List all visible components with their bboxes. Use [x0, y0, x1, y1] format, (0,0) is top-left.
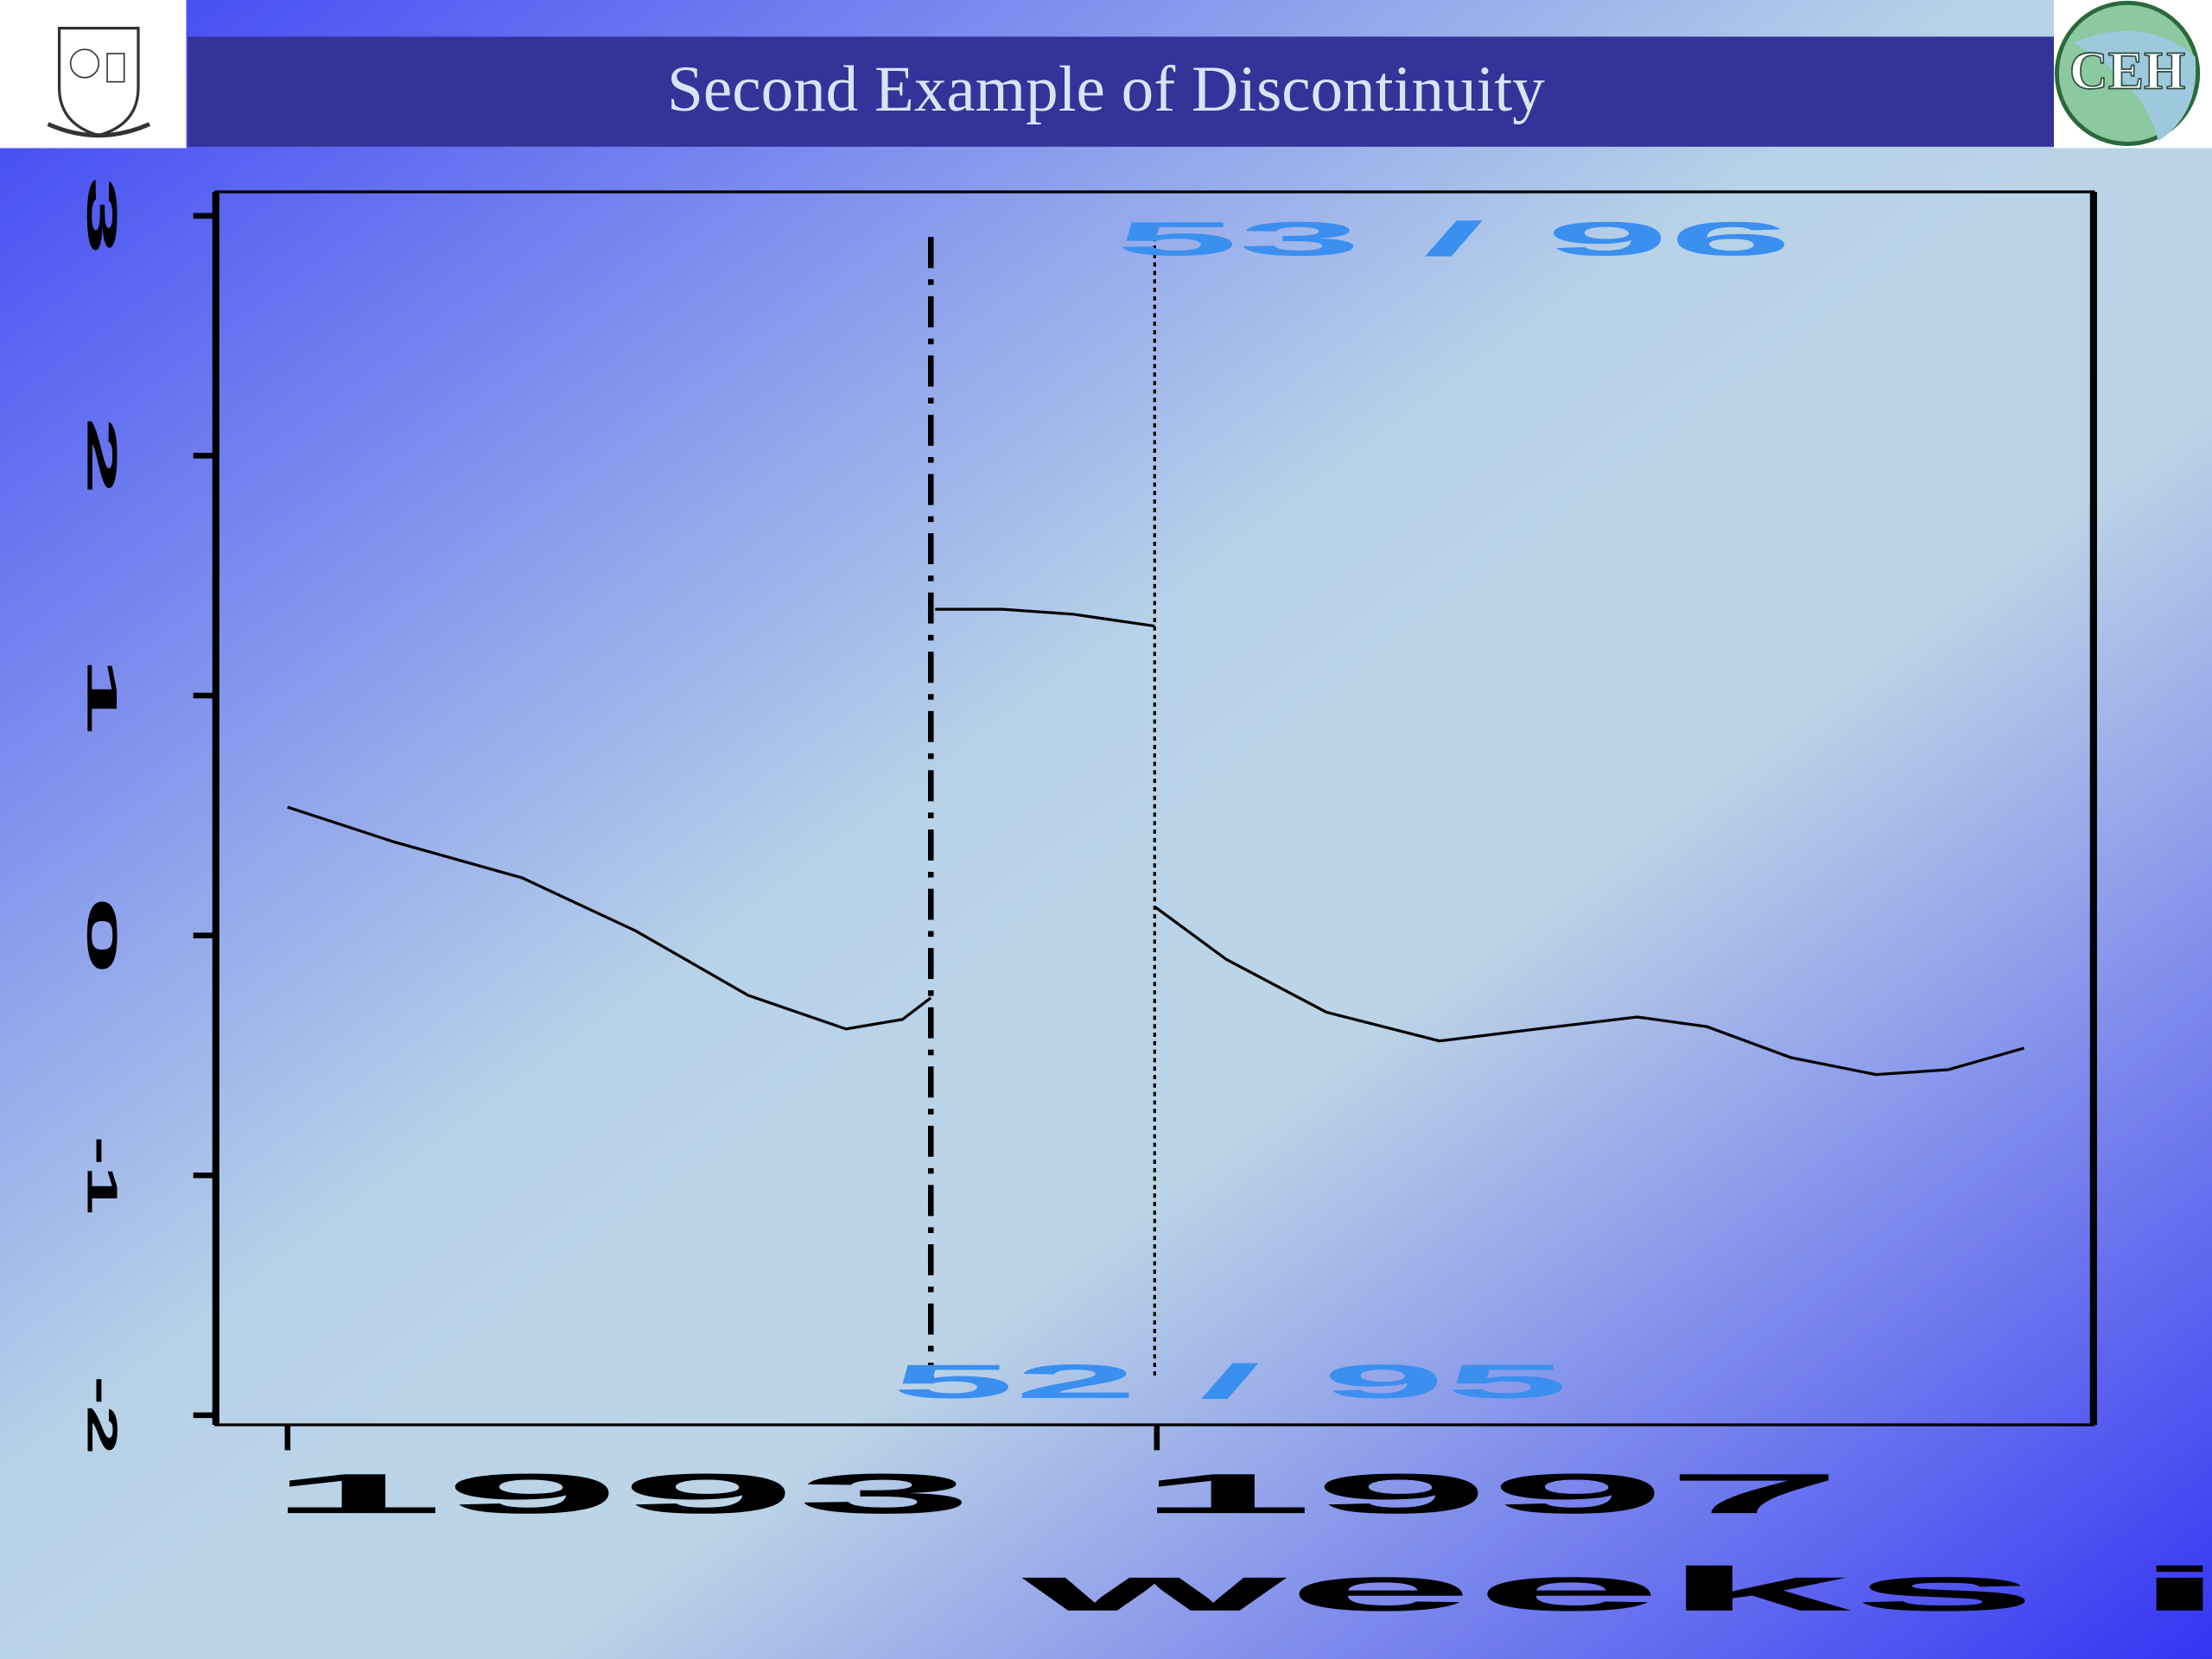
data-line [287, 607, 2024, 1077]
y-tick-label: 3 [78, 176, 124, 255]
y-tick-label: -1 [78, 1136, 124, 1215]
x-tick-label: 1993 [268, 1462, 973, 1525]
x-axis-label: weeks in [1018, 1555, 2212, 1624]
crest-logo [0, 0, 187, 149]
logo-text: CEH [2069, 41, 2185, 100]
y-tick-label: 2 [78, 416, 124, 495]
y-tick-label: 1 [78, 656, 124, 734]
y-tick-label: -2 [78, 1376, 124, 1454]
chart: -2 -1 0 1 2 3 1993 1997 weeks in 52 / 95 53 / 96 [78, 176, 2212, 1624]
reference-label: 53 / 96 [1116, 212, 1793, 265]
slide-title: Second Example of Discontinuity [667, 54, 1545, 125]
x-tick-label: 1997 [1137, 1462, 1842, 1525]
title-bar [188, 36, 2055, 147]
ceh-logo: CEH [2054, 0, 2212, 149]
reference-label: 52 / 95 [892, 1355, 1569, 1408]
y-tick-label: 0 [78, 896, 124, 975]
